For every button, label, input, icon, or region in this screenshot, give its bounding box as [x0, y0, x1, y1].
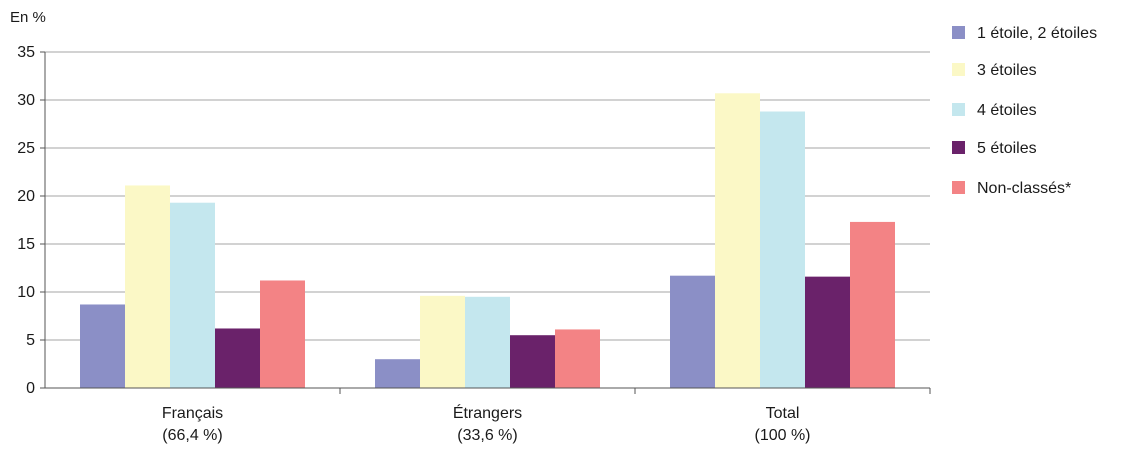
y-tick-label: 10 — [17, 284, 35, 301]
legend-swatch — [952, 141, 965, 154]
bar — [760, 111, 805, 389]
unit-label: En % — [10, 9, 46, 26]
bar — [80, 304, 125, 388]
y-tick-label: 15 — [17, 236, 35, 253]
bar — [375, 359, 420, 388]
legend-swatch — [952, 26, 965, 39]
category-share-label: (100 %) — [754, 427, 810, 444]
legend-label: 4 étoiles — [977, 102, 1037, 119]
bar — [715, 93, 760, 388]
y-tick-label: 0 — [26, 380, 35, 397]
legend-swatch — [952, 181, 965, 194]
bar — [260, 280, 305, 388]
bar — [465, 296, 510, 388]
bar — [510, 335, 555, 388]
bar — [125, 185, 170, 388]
bar — [805, 276, 850, 388]
bar — [555, 329, 600, 388]
category-label: Total — [766, 405, 800, 422]
category-label: Français — [162, 405, 223, 422]
y-tick-label: 5 — [26, 332, 35, 349]
bars — [80, 93, 895, 389]
category-label: Étrangers — [453, 403, 522, 422]
y-tick-label: 25 — [17, 140, 35, 157]
bar — [215, 328, 260, 388]
y-tick-label: 30 — [17, 92, 35, 109]
y-axis-ticks: 0 5 10 15 20 25 30 35 — [17, 44, 45, 397]
bar — [420, 295, 465, 388]
x-axis-categories: Français (66,4 %) Étrangers (33,6 %) Total (1… — [162, 403, 811, 444]
y-tick-label: 20 — [17, 188, 35, 205]
bar — [670, 275, 715, 388]
legend-label: 1 étoile, 2 étoiles — [977, 25, 1097, 42]
legend-swatch — [952, 63, 965, 76]
legend-label: Non-classés* — [977, 180, 1071, 197]
category-share-label: (66,4 %) — [162, 427, 222, 444]
legend-label: 5 étoiles — [977, 140, 1037, 157]
legend-label: 3 étoiles — [977, 62, 1037, 79]
category-share-label: (33,6 %) — [457, 427, 517, 444]
legend-swatch — [952, 103, 965, 116]
legend: 1 étoile, 2 étoiles 3 étoiles 4 étoiles 5 é… — [952, 25, 1097, 197]
bar — [850, 221, 895, 388]
axes — [44, 52, 931, 394]
y-tick-label: 35 — [17, 44, 35, 61]
bar — [170, 202, 215, 388]
